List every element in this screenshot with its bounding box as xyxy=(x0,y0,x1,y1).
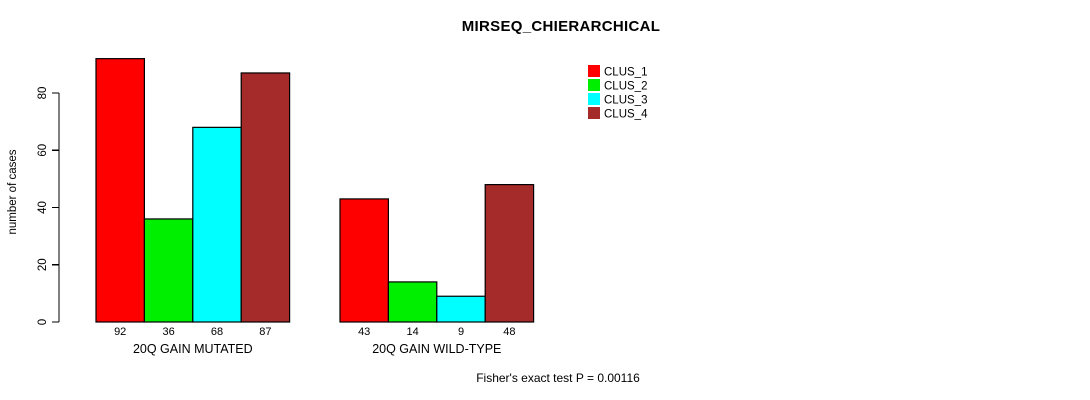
bar-clus_3-group1 xyxy=(192,126,242,323)
legend-swatch-clus_2 xyxy=(588,79,600,91)
y-tick-label: 80 xyxy=(37,87,49,100)
legend-label-clus_2: CLUS_2 xyxy=(604,81,647,93)
chart-title: MIRSEQ_CHIERARCHICAL xyxy=(461,18,661,35)
bar-value-label: 14 xyxy=(406,326,418,338)
group-label: 20Q GAIN WILD-TYPE xyxy=(372,342,501,356)
bar-clus_4-group2 xyxy=(484,184,535,323)
legend-label-clus_4: CLUS_4 xyxy=(604,109,648,121)
bar-clus_1-group2 xyxy=(339,198,390,323)
fisher-test-annotation: Fisher's exact test P = 0.00116 xyxy=(476,371,640,385)
legend-swatch-clus_3 xyxy=(588,93,600,105)
bar-value-label: 36 xyxy=(162,326,174,338)
bar-value-label: 68 xyxy=(211,326,223,338)
bar-clus_4-group1 xyxy=(240,72,291,323)
y-tick-label: 20 xyxy=(37,258,49,271)
bar-value-label: 43 xyxy=(358,326,370,338)
legend-swatch-clus_4 xyxy=(588,107,600,119)
y-tick-label: 0 xyxy=(37,319,49,325)
y-tick-label: 40 xyxy=(37,201,49,214)
bar-value-label: 48 xyxy=(503,326,515,338)
bar-clus_1-group1 xyxy=(95,58,146,323)
group-label: 20Q GAIN MUTATED xyxy=(133,342,253,356)
legend-swatch-clus_1 xyxy=(588,65,600,77)
legend-label-clus_3: CLUS_3 xyxy=(604,95,647,107)
bar-clus_3-group2 xyxy=(436,295,486,323)
bar-value-label: 87 xyxy=(259,326,271,338)
bar-clus_2-group1 xyxy=(143,218,194,323)
y-tick-label: 60 xyxy=(37,144,49,157)
bar-value-label: 92 xyxy=(114,326,126,338)
bar-value-label: 9 xyxy=(458,326,464,338)
legend-label-clus_1: CLUS_1 xyxy=(604,67,647,79)
bar-clus_2-group2 xyxy=(387,281,438,323)
